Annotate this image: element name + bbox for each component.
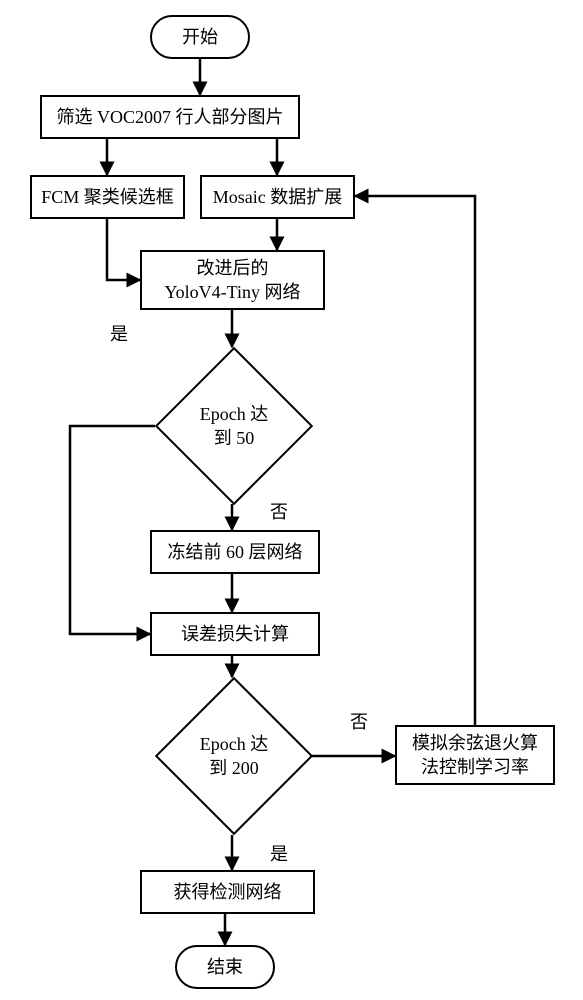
edge-label-yolo-epoch50: 是 [110,320,128,346]
start-label: 开始 [182,25,218,49]
result-node: 获得检测网络 [140,870,315,914]
loss-label: 误差损失计算 [181,622,289,646]
loss-node: 误差损失计算 [150,612,320,656]
edge-epoch50-loss [70,426,155,634]
edge-cosine-mosaic [355,196,475,725]
epoch200-label: Epoch 达 到 200 [178,700,290,812]
cosine-node: 模拟余弦退火算 法控制学习率 [395,725,555,785]
mosaic-label: Mosaic 数据扩展 [213,185,343,209]
yolo-node: 改进后的 YoloV4-Tiny 网络 [140,250,325,310]
edge-fcm-yolo [107,219,140,280]
freeze-node: 冻结前 60 层网络 [150,530,320,574]
yolo-label: 改进后的 YoloV4-Tiny 网络 [164,256,300,305]
end-label: 结束 [207,955,243,979]
epoch200-node: Epoch 达 到 200 [178,700,290,812]
edges-svg [0,0,583,1000]
filter-node: 筛选 VOC2007 行人部分图片 [40,95,300,139]
end-node: 结束 [175,945,275,989]
freeze-label: 冻结前 60 层网络 [168,540,303,564]
edge-label-epoch200-result: 是 [270,840,288,866]
cosine-label: 模拟余弦退火算 法控制学习率 [412,731,538,780]
epoch50-node: Epoch 达 到 50 [178,370,290,482]
fcm-label: FCM 聚类候选框 [41,185,174,209]
edge-label-epoch50-freeze: 否 [270,498,288,524]
epoch50-label: Epoch 达 到 50 [178,370,290,482]
mosaic-node: Mosaic 数据扩展 [200,175,355,219]
fcm-node: FCM 聚类候选框 [30,175,185,219]
filter-label: 筛选 VOC2007 行人部分图片 [56,105,283,129]
start-node: 开始 [150,15,250,59]
result-label: 获得检测网络 [174,880,282,904]
edge-label-epoch200-cosine: 否 [350,708,368,734]
